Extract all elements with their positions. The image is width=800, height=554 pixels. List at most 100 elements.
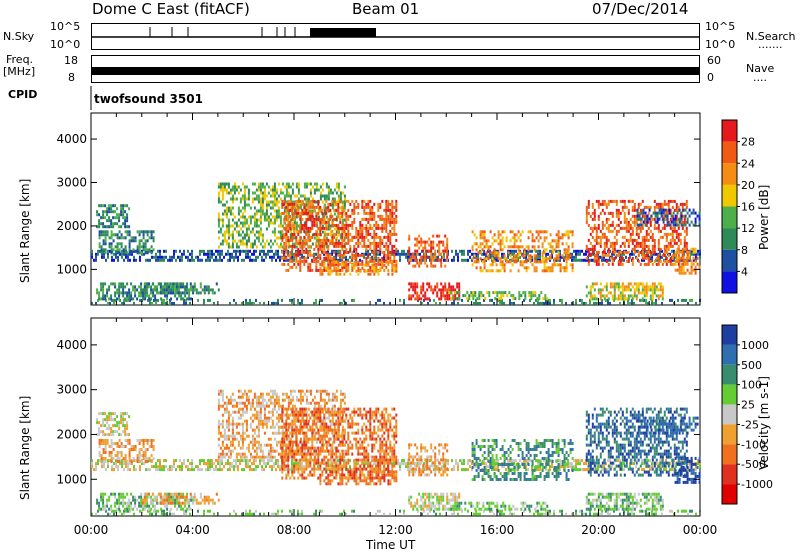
power-cell	[653, 223, 656, 227]
power-cell	[293, 229, 296, 233]
velocity-cell	[219, 468, 221, 472]
power-cell	[651, 238, 654, 242]
power-cell	[641, 258, 643, 262]
power-cell	[351, 211, 354, 215]
power-cell	[643, 241, 646, 245]
power-cell	[135, 258, 137, 262]
power-cell	[629, 301, 631, 305]
power-cell	[291, 208, 294, 212]
power-cell	[195, 288, 198, 292]
power-cell	[633, 282, 636, 286]
power-cell	[174, 294, 177, 298]
power-cell	[529, 298, 531, 302]
power-cell	[355, 235, 358, 239]
power-cell	[395, 208, 398, 212]
power-cell	[551, 263, 554, 267]
power-cell	[643, 244, 646, 248]
power-cell	[239, 249, 241, 253]
power-cell	[508, 291, 511, 295]
power-cell	[331, 206, 334, 210]
power-cell	[521, 260, 524, 264]
power-cell	[623, 220, 626, 224]
power-cell	[377, 298, 379, 302]
power-cell	[475, 298, 477, 302]
power-cell	[176, 291, 179, 295]
velocity-cell	[455, 459, 457, 463]
power-cell	[609, 258, 611, 262]
power-cell	[321, 220, 324, 224]
power-cell	[146, 233, 149, 237]
power-cell	[385, 214, 388, 218]
power-cell	[325, 266, 328, 270]
power-cell	[184, 294, 187, 298]
power-cell	[597, 223, 600, 227]
velocity-cell	[447, 459, 449, 463]
power-cell	[118, 236, 121, 240]
power-cell	[446, 237, 449, 241]
power-cell	[341, 258, 343, 262]
power-cell	[609, 291, 612, 295]
power-cell	[99, 249, 101, 253]
power-cell	[307, 202, 310, 206]
power-cell	[483, 257, 486, 261]
power-cell	[327, 227, 330, 231]
power-cell	[261, 185, 264, 189]
power-cell	[297, 182, 300, 186]
power-cell	[695, 252, 697, 256]
velocity-cell	[233, 459, 235, 463]
velocity-cell	[209, 459, 211, 463]
power-cell	[122, 210, 125, 214]
power-cell	[311, 235, 314, 239]
power-cell	[615, 232, 618, 236]
power-cell	[595, 256, 598, 260]
power-cell	[539, 255, 541, 259]
power-cell	[389, 301, 391, 305]
power-cell	[367, 244, 370, 248]
power-cell	[235, 245, 238, 249]
power-cell	[455, 249, 457, 253]
power-cell	[547, 252, 549, 256]
power-cell	[203, 249, 205, 253]
power-cell	[641, 282, 644, 286]
power-cell	[479, 269, 482, 273]
power-cell	[653, 226, 656, 230]
power-cell	[393, 226, 396, 230]
power-cell	[205, 258, 207, 262]
power-cell	[653, 282, 656, 286]
power-cell	[157, 249, 159, 253]
power-cell	[522, 291, 525, 295]
power-cell	[201, 258, 203, 262]
power-cell	[373, 238, 376, 242]
power-cell	[166, 297, 169, 301]
power-cell	[295, 253, 298, 257]
power-cell	[132, 239, 135, 243]
power-cell	[273, 209, 276, 213]
power-cell	[635, 285, 638, 289]
power-cell	[673, 301, 675, 305]
power-cell	[678, 250, 681, 254]
power-cell	[657, 238, 660, 242]
power-cell	[293, 217, 296, 221]
power-cell	[259, 206, 262, 210]
power-cell	[177, 285, 180, 289]
power-cell	[653, 199, 656, 203]
power-cell	[102, 216, 105, 220]
power-cell	[473, 254, 476, 258]
power-cell	[115, 255, 117, 259]
power-cell	[337, 253, 340, 257]
power-cell	[411, 252, 413, 256]
power-cell	[645, 282, 648, 286]
power-cell	[493, 254, 496, 258]
power-cell	[369, 223, 372, 227]
power-cell	[283, 211, 286, 215]
power-cell	[426, 282, 429, 286]
power-cell	[553, 239, 556, 243]
power-cell	[668, 211, 671, 215]
power-cell	[483, 249, 485, 253]
power-cell	[132, 297, 135, 301]
power-cell	[317, 211, 320, 215]
power-cell	[335, 200, 338, 204]
power-cell	[233, 227, 236, 231]
power-cell	[367, 202, 370, 206]
power-cell	[375, 220, 378, 224]
